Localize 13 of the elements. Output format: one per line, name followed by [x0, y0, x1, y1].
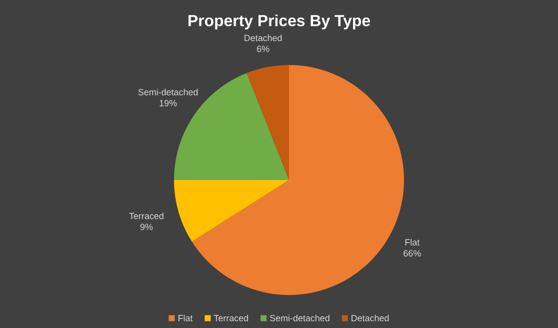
legend-label: Flat: [178, 314, 193, 322]
legend-label: Semi-detached: [270, 314, 330, 322]
chart-title: Property Prices By Type: [188, 14, 370, 30]
slice-label: Terraced: [129, 212, 164, 220]
slice-label: Flat: [405, 238, 420, 246]
data-label: 9%: [140, 224, 153, 230]
slice-label: Semi-detached: [138, 88, 198, 96]
data-label: 6%: [257, 46, 270, 52]
legend-label: Terraced: [214, 314, 248, 322]
data-label: 19%: [160, 100, 177, 106]
legend-label: Detached: [352, 314, 389, 322]
slice-label: Detached: [244, 34, 282, 42]
data-label: 66%: [404, 250, 421, 257]
